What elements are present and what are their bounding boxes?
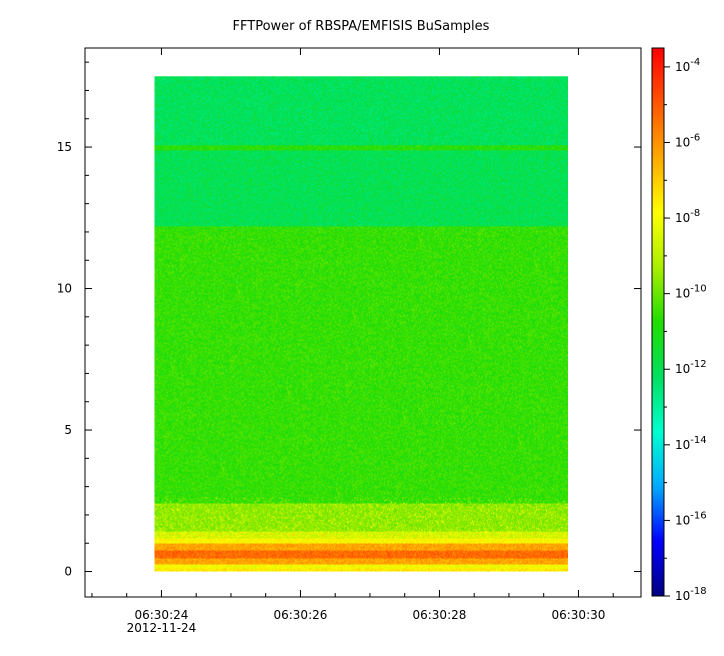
y-tick-label: 5 bbox=[64, 423, 72, 437]
spectrogram-image bbox=[154, 76, 568, 572]
colorbar-tick-label: 10-8 bbox=[675, 208, 700, 225]
colorbar-frame bbox=[651, 47, 665, 597]
colorbar-axis: 10-4 10-6 10-8 10-10 10-12 10-14 10-16 10-18 bbox=[664, 57, 707, 603]
colorbar-tick-label: 10-16 bbox=[675, 510, 707, 527]
colorbar-tick-label: 10-12 bbox=[675, 359, 707, 376]
colorbar-gradient bbox=[652, 48, 664, 596]
x-tick-label: 06:30:30 bbox=[551, 608, 605, 622]
x-tick-label: 06:30:24 bbox=[134, 608, 188, 622]
colorbar-tick-label: 10-4 bbox=[675, 57, 700, 74]
x-tick-label: 06:30:28 bbox=[412, 608, 466, 622]
colorbar-tick-label: 10-6 bbox=[675, 132, 700, 149]
y-tick-label: 15 bbox=[57, 140, 72, 154]
chart-title: FFTPower of RBSPA/EMFISIS BuSamples bbox=[233, 19, 490, 34]
colorbar-tick-label: 10-18 bbox=[675, 586, 707, 603]
colorbar-tick-label: 10-10 bbox=[675, 284, 707, 301]
y-tick-label: 10 bbox=[57, 282, 72, 296]
y-axis: 0 5 10 15 bbox=[57, 61, 641, 579]
x-tick-label: 06:30:26 bbox=[273, 608, 327, 622]
y-tick-label: 0 bbox=[64, 565, 72, 579]
colorbar-tick-label: 10-14 bbox=[675, 435, 707, 452]
x-tick-date-label: 2012-11-24 bbox=[127, 621, 197, 635]
